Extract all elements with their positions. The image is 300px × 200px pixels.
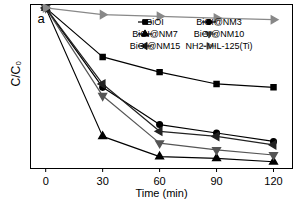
svg-text:90: 90 xyxy=(210,175,222,187)
svg-text:a: a xyxy=(38,11,46,26)
svg-text:NH2-MIL-125(Ti): NH2-MIL-125(Ti) xyxy=(185,41,252,51)
svg-text:30: 30 xyxy=(97,175,109,187)
svg-text:BiOI: BiOI xyxy=(146,17,164,27)
svg-text:C/C₀: C/C₀ xyxy=(9,61,23,87)
svg-text:BiOI@NM15: BiOI@NM15 xyxy=(130,41,181,51)
svg-text:0: 0 xyxy=(43,175,49,187)
svg-text:120: 120 xyxy=(264,175,282,187)
svg-text:60: 60 xyxy=(153,175,165,187)
svg-text:BiOI@NM3: BiOI@NM3 xyxy=(196,17,242,27)
svg-text:BiOI@NM10: BiOI@NM10 xyxy=(194,29,245,39)
svg-text:BiOI@NM7: BiOI@NM7 xyxy=(132,29,178,39)
svg-text:Time (min): Time (min) xyxy=(135,187,187,199)
